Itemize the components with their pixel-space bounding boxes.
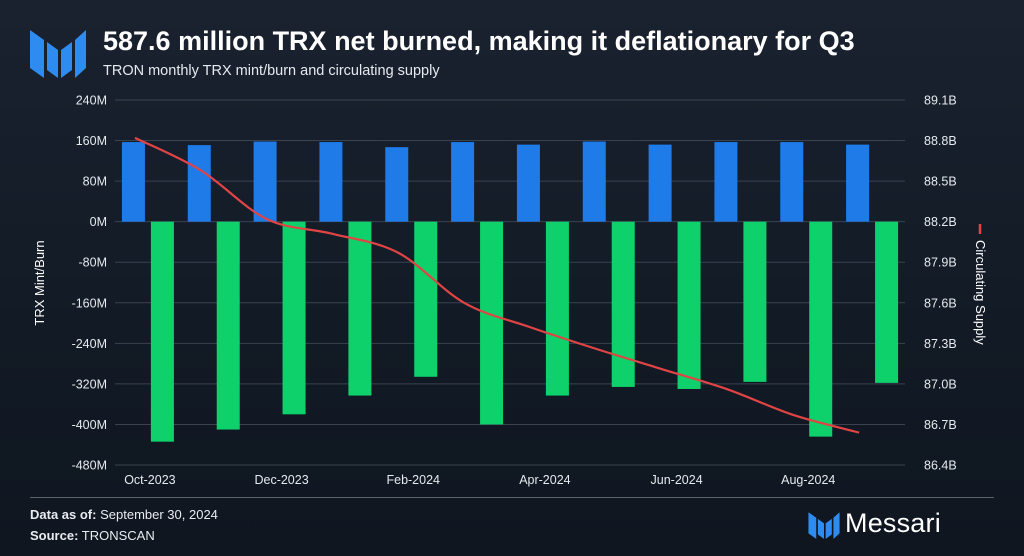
burn-bar: [480, 221, 504, 425]
y-axis-label: TRX Mint/Burn: [32, 240, 47, 325]
burn-bar: [414, 221, 438, 377]
y-tick-label: -240M: [72, 337, 107, 351]
burn-bar: [743, 221, 767, 382]
burn-bar: [348, 221, 372, 396]
y2-tick-label: 86.4B: [924, 459, 957, 473]
footer-divider: [30, 497, 994, 498]
mint-bar: [121, 142, 145, 222]
data-as-of-label: Data as of:: [30, 507, 97, 522]
y-tick-label: 0M: [90, 215, 107, 229]
y2-tick-label: 87.0B: [924, 377, 957, 391]
mint-bar: [451, 142, 475, 222]
y2-axis-label: Circulating Supply: [973, 240, 988, 345]
x-tick-label: Oct-2023: [124, 473, 175, 487]
mint-bar: [253, 141, 277, 222]
x-tick-label: Apr-2024: [519, 473, 570, 487]
mint-bar: [319, 142, 343, 222]
y2-tick-label: 88.8B: [924, 134, 957, 148]
y2-tick-label: 87.9B: [924, 256, 957, 270]
mint-bar: [187, 145, 211, 222]
data-as-of-value: September 30, 2024: [100, 507, 218, 522]
mint-bar: [714, 142, 738, 222]
chart-subtitle: TRON monthly TRX mint/burn and circulati…: [103, 63, 440, 79]
messari-brand-icon: [808, 512, 840, 539]
source: Source: TRONSCAN: [30, 528, 155, 543]
burn-bar: [809, 221, 833, 437]
data-as-of: Data as of: September 30, 2024: [30, 507, 218, 522]
y-tick-label: -160M: [72, 296, 107, 310]
burn-bar: [875, 221, 899, 383]
mint-bar: [385, 147, 409, 222]
mint-bar: [780, 142, 804, 222]
y-tick-label: -80M: [79, 256, 107, 270]
burn-bar: [677, 221, 701, 389]
y-tick-label: 160M: [76, 134, 107, 148]
y2-tick-label: 86.7B: [924, 418, 957, 432]
burn-bar: [216, 221, 240, 430]
x-tick-label: Jun-2024: [651, 473, 703, 487]
y-tick-label: 240M: [76, 94, 107, 108]
brand-name: Messari: [845, 508, 941, 538]
burn-bar: [611, 221, 635, 387]
circulating-supply-line: [134, 136, 860, 434]
y2-tick-label: 88.5B: [924, 175, 957, 189]
burn-bar: [150, 221, 174, 442]
burn-bar: [545, 221, 569, 396]
mint-bar: [846, 144, 870, 222]
y2-tick-label: 88.2B: [924, 215, 957, 229]
y2-tick-label: 89.1B: [924, 94, 957, 108]
y-tick-label: 80M: [83, 175, 107, 189]
mint-bar: [582, 141, 606, 222]
chart-title: 587.6 million TRX net burned, making it …: [103, 26, 855, 56]
x-tick-label: Dec-2023: [254, 473, 308, 487]
y2-tick-label: 87.6B: [924, 296, 957, 310]
y-tick-label: -480M: [72, 459, 107, 473]
y2-tick-label: 87.3B: [924, 337, 957, 351]
source-value: TRONSCAN: [81, 528, 155, 543]
y-tick-label: -320M: [72, 377, 107, 391]
source-label: Source:: [30, 528, 79, 543]
mint-bar: [648, 144, 672, 222]
x-tick-label: Feb-2024: [386, 473, 440, 487]
mint-bar: [516, 144, 540, 222]
y-tick-label: -400M: [72, 418, 107, 432]
x-tick-label: Aug-2024: [781, 473, 835, 487]
messari-logo-icon: [30, 30, 86, 78]
burn-bar: [282, 221, 306, 415]
